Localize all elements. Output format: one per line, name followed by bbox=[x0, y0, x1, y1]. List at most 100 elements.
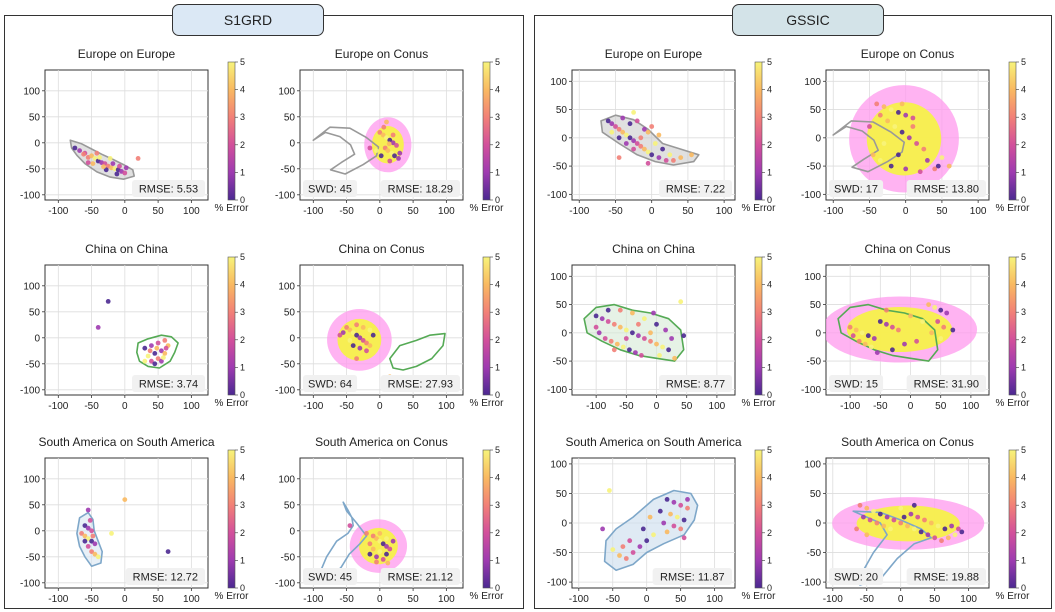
rmse-label: RMSE: 7.22 bbox=[666, 184, 725, 196]
data-point bbox=[678, 155, 684, 161]
data-point bbox=[122, 497, 128, 502]
y-tick-label: -50 bbox=[26, 552, 41, 563]
y-tick-label: -100 bbox=[275, 385, 295, 396]
data-point bbox=[103, 167, 109, 173]
data-point bbox=[663, 158, 669, 163]
data-point bbox=[651, 532, 656, 538]
data-point bbox=[347, 338, 353, 343]
colorbar-tick-label: 2 bbox=[1021, 528, 1026, 538]
rmse-label: RMSE: 11.87 bbox=[660, 572, 725, 584]
data-point bbox=[593, 313, 599, 319]
colorbar-tick-label: 4 bbox=[240, 473, 245, 483]
colorbar-tick-label: 2 bbox=[495, 140, 500, 150]
y-tick-label: 50 bbox=[29, 112, 41, 123]
data-point bbox=[648, 330, 653, 336]
rmse-box bbox=[652, 568, 732, 585]
colorbar-tick-label: 1 bbox=[767, 362, 772, 372]
y-tick-label: -100 bbox=[547, 578, 567, 589]
colorbar-label: % Error bbox=[470, 591, 505, 602]
data-point bbox=[645, 129, 651, 135]
data-point bbox=[135, 156, 141, 161]
data-point bbox=[935, 319, 941, 324]
x-tick-label: 0 bbox=[377, 594, 383, 605]
data-point bbox=[903, 166, 909, 172]
plot-content bbox=[583, 299, 687, 362]
y-tick-label: 50 bbox=[284, 112, 296, 123]
colorbar-label: % Error bbox=[996, 203, 1031, 214]
colorbar-tick-label: 1 bbox=[240, 362, 245, 372]
colorbar-tick-label: 2 bbox=[1021, 335, 1026, 345]
data-point bbox=[657, 353, 662, 358]
data-point bbox=[354, 322, 359, 328]
data-point bbox=[681, 535, 687, 541]
data-point bbox=[645, 149, 651, 155]
colorbar-tick-label: 3 bbox=[1021, 307, 1026, 317]
y-tick-label: -100 bbox=[20, 578, 40, 589]
rmse-label: RMSE: 18.29 bbox=[388, 184, 453, 196]
colorbar-tick-label: 5 bbox=[767, 252, 772, 262]
data-point bbox=[649, 152, 655, 158]
data-point bbox=[669, 336, 674, 341]
plot-area bbox=[44, 69, 209, 201]
swd-box bbox=[303, 180, 358, 197]
data-point bbox=[877, 112, 883, 118]
data-point bbox=[648, 338, 653, 344]
data-point bbox=[926, 302, 931, 307]
data-point bbox=[387, 158, 393, 164]
data-point bbox=[896, 152, 901, 158]
data-point bbox=[620, 544, 626, 549]
y-tick-label: 50 bbox=[29, 500, 41, 511]
panel-title: Europe on Europe bbox=[605, 47, 703, 61]
panel-title: Europe on Conus bbox=[861, 47, 954, 61]
colorbar-tick-label: 4 bbox=[767, 280, 772, 290]
colorbar bbox=[1008, 256, 1017, 396]
y-tick-label: 50 bbox=[284, 500, 296, 511]
data-point bbox=[364, 531, 369, 536]
swd-label: SWD: 15 bbox=[834, 379, 878, 391]
data-point bbox=[685, 505, 690, 511]
x-tick-label: 0 bbox=[644, 594, 650, 605]
data-point bbox=[881, 523, 887, 529]
scatter-panel: China on China-100 -50 0 50 100-100-50050100… bbox=[547, 242, 776, 412]
x-tick-label: -100 bbox=[823, 206, 843, 217]
data-point bbox=[611, 321, 617, 327]
y-tick-label: 50 bbox=[556, 300, 568, 311]
data-point bbox=[123, 165, 129, 171]
data-point bbox=[384, 536, 389, 541]
plot-content bbox=[95, 299, 179, 369]
panel-title: South America on South America bbox=[38, 435, 214, 449]
rmse-box bbox=[906, 568, 986, 585]
colorbar-tick-label: 2 bbox=[240, 528, 245, 538]
colorbar-tick-label: 1 bbox=[240, 555, 245, 565]
plot-content bbox=[832, 85, 959, 193]
data-point bbox=[867, 517, 873, 523]
y-tick-label: -100 bbox=[20, 385, 40, 396]
x-tick-label: 50 bbox=[408, 206, 420, 217]
data-point bbox=[159, 358, 164, 364]
y-tick-label: -100 bbox=[547, 385, 567, 396]
x-tick-label: -50 bbox=[606, 594, 621, 605]
data-point bbox=[903, 112, 909, 118]
data-point bbox=[596, 330, 602, 336]
colorbar-tick-label: 2 bbox=[767, 528, 772, 538]
data-point bbox=[642, 126, 647, 132]
colorbar-tick-label: 3 bbox=[767, 112, 772, 122]
colorbar-label: % Error bbox=[470, 398, 505, 409]
data-point bbox=[165, 549, 171, 554]
data-point bbox=[85, 507, 91, 513]
y-tick-label: -100 bbox=[547, 190, 567, 201]
colorbar-tick-label: 5 bbox=[767, 445, 772, 455]
group-title-s1grd: S1GRD bbox=[172, 4, 324, 36]
data-point bbox=[918, 529, 924, 535]
data-point bbox=[915, 514, 921, 520]
data-point bbox=[939, 538, 944, 544]
colorbar-tick-label: 4 bbox=[495, 85, 500, 95]
y-tick-label: 0 bbox=[815, 519, 821, 530]
data-point bbox=[633, 350, 638, 355]
data-point bbox=[874, 520, 880, 526]
data-point bbox=[122, 170, 128, 176]
colorbar-tick-label: 5 bbox=[495, 445, 500, 455]
data-point bbox=[902, 341, 907, 347]
colorbar-tick-label: 2 bbox=[240, 140, 245, 150]
colorbar bbox=[482, 61, 491, 201]
